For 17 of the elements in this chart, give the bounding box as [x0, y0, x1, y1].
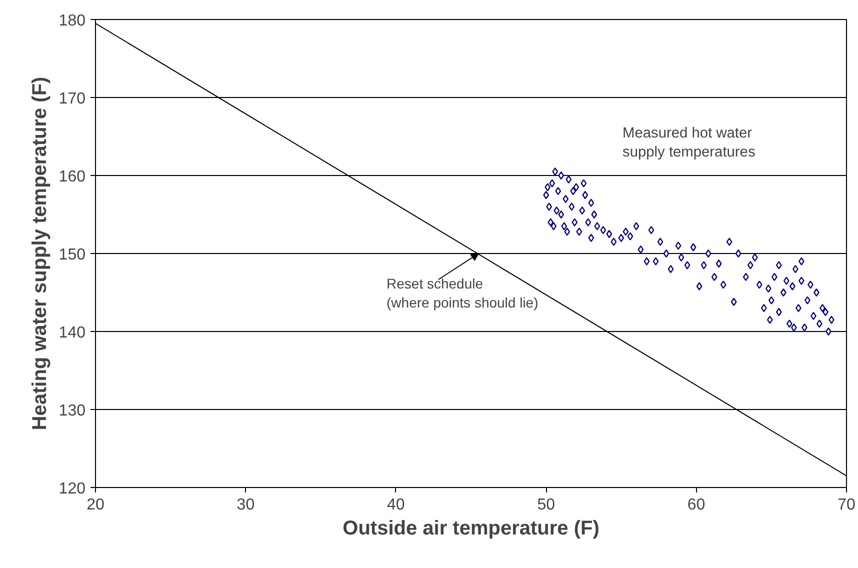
x-tick-label: 70 [838, 496, 856, 514]
x-tick-label: 60 [687, 496, 706, 514]
y-tick-label: 160 [58, 168, 86, 186]
x-tick-label: 30 [236, 496, 255, 514]
annotation: Measured hot water supply temperatures [622, 126, 756, 161]
x-tick-label: 50 [537, 496, 556, 514]
x-tick-label: 20 [86, 496, 104, 514]
y-tick-label: 130 [58, 402, 86, 420]
y-tick-label: 140 [58, 324, 86, 342]
y-tick-label: 150 [58, 246, 86, 264]
annotation: Reset schedule (where points should lie) [386, 276, 538, 311]
x-tick-label: 40 [387, 496, 405, 514]
x-axis-title: Outside air temperature (F) [342, 518, 600, 540]
y-tick-label: 120 [58, 480, 86, 498]
y-axis-title: Heating water supply temperature (F) [28, 76, 51, 430]
y-tick-label: 180 [58, 12, 86, 30]
y-tick-label: 170 [58, 90, 86, 108]
